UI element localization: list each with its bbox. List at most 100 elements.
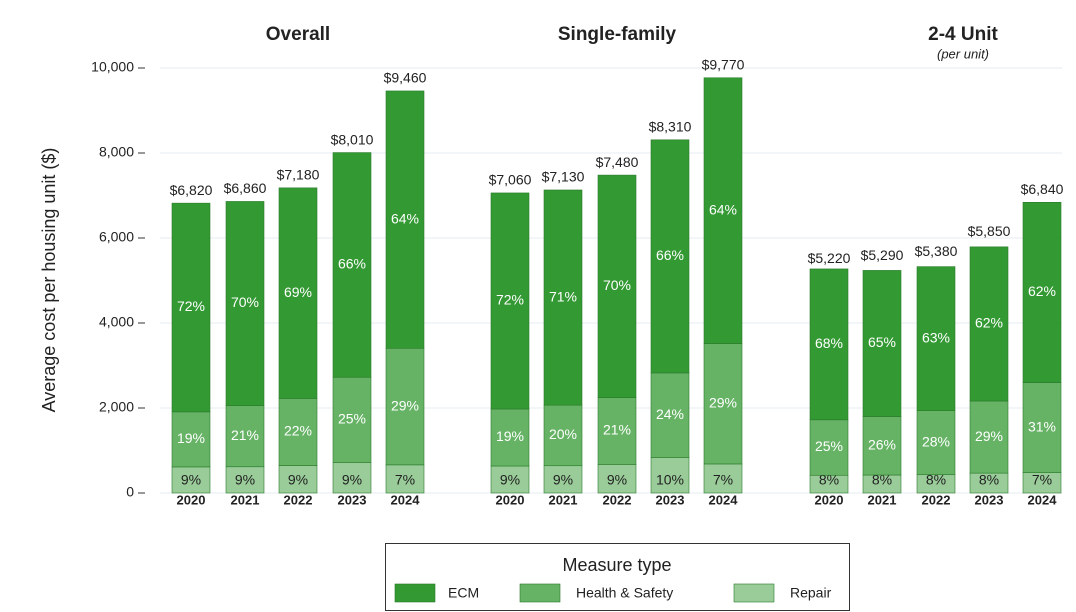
bar-segment xyxy=(490,192,530,410)
x-tick-label: 2022 xyxy=(603,492,632,507)
bar-segment xyxy=(225,201,265,406)
segment-label: 25% xyxy=(815,438,843,454)
bar-segment xyxy=(862,270,902,417)
segment-label: 8% xyxy=(926,472,946,488)
segment-label: 68% xyxy=(815,335,843,351)
bar-segment xyxy=(597,174,637,398)
bar-segment xyxy=(703,343,743,465)
segment-label: 7% xyxy=(395,472,415,488)
segment-label: 8% xyxy=(979,472,999,488)
legend-swatch xyxy=(733,583,775,603)
segment-label: 10% xyxy=(656,472,684,488)
segment-label: 9% xyxy=(342,472,362,488)
segment-label: 19% xyxy=(496,428,524,444)
bar-segment xyxy=(809,419,849,476)
bar-segment xyxy=(385,347,425,466)
bar-segment xyxy=(597,397,637,465)
segment-label: 72% xyxy=(177,298,205,314)
y-axis-label: Average cost per housing unit ($) xyxy=(39,148,59,413)
segment-label: 62% xyxy=(975,315,1003,331)
bar-segment xyxy=(385,90,425,349)
segment-label: 63% xyxy=(922,329,950,345)
total-label: $6,840 xyxy=(1021,181,1064,197)
x-tick-label: 2024 xyxy=(1028,492,1058,507)
bar-segment xyxy=(278,465,318,494)
total-label: $6,820 xyxy=(170,182,213,198)
bar-segment xyxy=(278,187,318,399)
segment-label: 7% xyxy=(713,472,733,488)
y-tick-label: 2,000 xyxy=(99,399,134,415)
x-tick-label: 2021 xyxy=(231,492,260,507)
legend-swatch xyxy=(519,583,561,603)
total-label: $7,060 xyxy=(489,172,532,188)
x-tick-label: 2023 xyxy=(338,492,367,507)
segment-label: 21% xyxy=(603,422,631,438)
segment-label: 71% xyxy=(549,288,577,304)
panel-title: Overall xyxy=(266,24,330,45)
panel-subtitle: (per unit) xyxy=(937,46,989,61)
panel-title: 2-4 Unit xyxy=(928,24,998,45)
legend-swatch xyxy=(394,583,436,603)
segment-label: 9% xyxy=(181,472,201,488)
segment-label: 29% xyxy=(709,394,737,410)
segment-label: 69% xyxy=(284,284,312,300)
x-tick-label: 2023 xyxy=(656,492,685,507)
y-tick-label: 10,000 xyxy=(91,59,134,75)
total-label: $5,290 xyxy=(861,247,904,263)
bar-segment xyxy=(171,202,211,413)
total-label: $7,130 xyxy=(542,169,585,185)
x-tick-label: 2022 xyxy=(922,492,951,507)
total-label: $5,220 xyxy=(808,250,851,266)
segment-label: 9% xyxy=(235,472,255,488)
legend-title: Measure type xyxy=(562,555,671,575)
x-tick-label: 2020 xyxy=(815,492,844,507)
bar-segment xyxy=(597,464,637,494)
panel-title: Single-family xyxy=(558,24,677,45)
segment-label: 64% xyxy=(391,210,419,226)
bar-segment xyxy=(1022,202,1062,383)
total-label: $7,180 xyxy=(277,167,320,183)
x-tick-label: 2024 xyxy=(391,492,421,507)
segment-label: 9% xyxy=(500,472,520,488)
bar-segment xyxy=(332,376,372,463)
total-label: $8,310 xyxy=(649,119,692,135)
y-tick-label: 8,000 xyxy=(99,144,134,160)
x-tick-label: 2020 xyxy=(496,492,525,507)
total-label: $7,480 xyxy=(596,154,639,170)
segment-label: 29% xyxy=(391,397,419,413)
bar-segment xyxy=(916,410,956,476)
total-label: $9,770 xyxy=(702,56,745,72)
bar-segment xyxy=(225,405,265,468)
segment-label: 62% xyxy=(1028,283,1056,299)
segment-label: 19% xyxy=(177,430,205,446)
segment-label: 65% xyxy=(868,334,896,350)
x-tick-label: 2021 xyxy=(868,492,897,507)
bar-segment xyxy=(703,77,743,344)
segment-label: 66% xyxy=(656,247,684,263)
segment-label: 70% xyxy=(231,294,259,310)
bar-segment xyxy=(490,408,530,467)
legend-label: Health & Safety xyxy=(576,585,673,601)
bar-segment xyxy=(703,463,743,494)
total-label: $5,380 xyxy=(915,243,958,259)
bar-segment xyxy=(490,465,530,494)
segment-label: 64% xyxy=(709,201,737,217)
bar-segment xyxy=(385,464,425,494)
total-label: $9,460 xyxy=(384,70,427,86)
y-tick-label: 6,000 xyxy=(99,229,134,245)
bar-segment xyxy=(543,189,583,406)
segment-label: 9% xyxy=(288,472,308,488)
bar-segment xyxy=(650,139,690,374)
legend-label: ECM xyxy=(448,585,479,601)
segment-label: 31% xyxy=(1028,418,1056,434)
segment-label: 8% xyxy=(819,472,839,488)
bar-segment xyxy=(332,462,372,494)
segment-label: 24% xyxy=(656,406,684,422)
x-tick-label: 2022 xyxy=(284,492,313,507)
segment-label: 22% xyxy=(284,423,312,439)
segment-label: 25% xyxy=(338,411,366,427)
bar-segment xyxy=(225,466,265,494)
segment-label: 9% xyxy=(607,472,627,488)
segment-label: 21% xyxy=(231,427,259,443)
